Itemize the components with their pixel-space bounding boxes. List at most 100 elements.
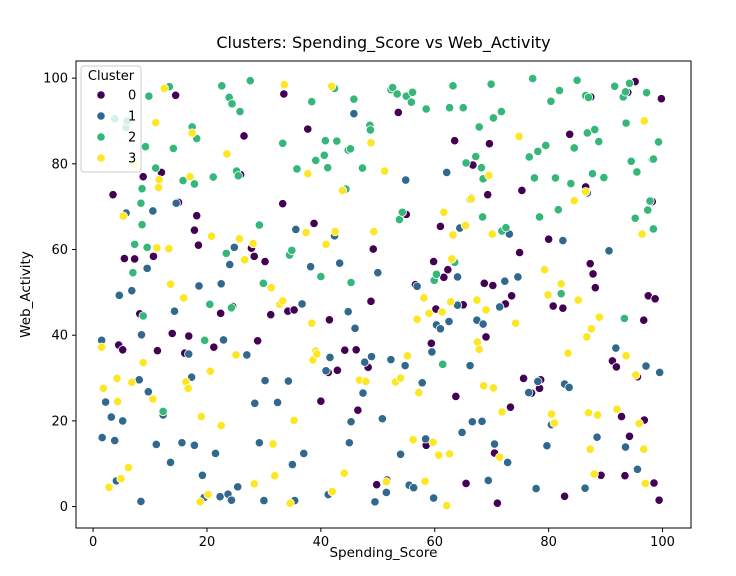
legend-box [80, 65, 142, 173]
legend-marker-1 [96, 111, 106, 121]
cluster-3-point [593, 410, 603, 420]
cluster-2-point [550, 173, 561, 183]
cluster-2-point [533, 146, 543, 156]
cluster-1-point [226, 495, 237, 505]
cluster-3-point [466, 194, 476, 204]
cluster-1-point [151, 439, 161, 450]
cluster-2-point [292, 164, 302, 174]
cluster-1-point [110, 435, 120, 446]
cluster-1-point [136, 330, 147, 340]
cluster-3-point [434, 450, 444, 460]
cluster-0-point [353, 405, 363, 415]
cluster-2-point [142, 242, 152, 252]
cluster-2-point [645, 196, 655, 206]
cluster-1-point [233, 482, 243, 492]
cluster-1-point [218, 335, 229, 345]
cluster-1-point [215, 492, 225, 502]
cluster-3-point [270, 471, 280, 481]
cluster-0-point [558, 303, 568, 313]
cluster-3-point [442, 501, 452, 511]
cluster-3-point [327, 486, 337, 497]
cluster-2-point [226, 303, 237, 313]
cluster-1-point [101, 397, 111, 407]
legend-marker-0 [96, 90, 106, 100]
cluster-2-point [444, 103, 455, 113]
cluster-1-point [229, 242, 239, 252]
cluster-3-point [249, 479, 259, 489]
cluster-0-point [138, 172, 148, 182]
cluster-0-point [351, 345, 361, 355]
cluster-3-point [637, 229, 647, 239]
legend-title: Cluster [88, 69, 135, 84]
cluster-1-point [335, 258, 345, 268]
cluster-0-point [514, 247, 525, 258]
cluster-1-point [189, 440, 200, 450]
cluster-1-point [143, 387, 153, 397]
legend-marker-2 [96, 132, 106, 142]
cluster-3-point [206, 231, 217, 241]
cluster-0-point [639, 315, 649, 325]
cluster-2-point [221, 248, 231, 258]
cluster-0-point [192, 211, 202, 221]
cluster-1-point [477, 416, 487, 426]
y-tick-label: 100 [43, 72, 68, 87]
legend-entries: 0 1 2 3 [96, 89, 136, 167]
cluster-2-point [653, 137, 664, 147]
cluster-3-point [195, 497, 205, 507]
cluster-2-point [556, 289, 566, 299]
cluster-1-point [325, 352, 335, 363]
cluster-2-point [227, 99, 237, 109]
cluster-0-point [372, 480, 382, 490]
cluster-3-point [123, 462, 133, 473]
cluster-2-point [258, 278, 268, 288]
cluster-0-point [548, 301, 558, 311]
cluster-1-point [386, 355, 396, 365]
cluster-2-point [624, 78, 635, 88]
cluster-0-point [518, 373, 529, 384]
cluster-0-point [481, 332, 491, 342]
cluster-2-point [496, 106, 506, 117]
cluster-3-point [631, 370, 641, 380]
cluster-3-point [420, 476, 430, 486]
cluster-1-point [421, 434, 431, 444]
cluster-2-point [501, 223, 511, 233]
cluster-3-point [216, 420, 226, 431]
cluster-2-point [587, 169, 598, 179]
cluster-3-point [487, 229, 497, 239]
cluster-3-point [556, 279, 566, 289]
cluster-3-point [583, 408, 594, 418]
cluster-1-point [580, 483, 590, 493]
cluster-1-point [478, 319, 488, 329]
cluster-2-point [316, 271, 326, 282]
cluster-1-point [531, 483, 541, 494]
cluster-2-point [200, 335, 210, 345]
cluster-2-point [178, 175, 188, 186]
cluster-1-point [254, 438, 264, 448]
cluster-2-point [287, 245, 297, 255]
cluster-3-point [361, 376, 371, 387]
cluster-2-point [630, 213, 640, 223]
cluster-3-point [339, 468, 349, 478]
cluster-2-point [138, 311, 148, 321]
cluster-2-point [349, 94, 359, 104]
cluster-3-point [621, 351, 631, 361]
cluster-3-point [187, 128, 197, 138]
cluster-0-point [148, 251, 159, 261]
cluster-3-point [97, 342, 107, 352]
cluster-2-point [307, 97, 317, 107]
cluster-3-point [412, 314, 422, 324]
cluster-2-point [546, 96, 556, 106]
cluster-0-point [559, 491, 570, 501]
cluster-2-point [594, 136, 604, 147]
x-tick-label: 100 [650, 535, 675, 550]
legend-label-2: 2 [128, 131, 136, 146]
cluster-3-point [185, 172, 195, 182]
cluster-0-point [443, 265, 453, 275]
cluster-2-point [554, 85, 565, 96]
cluster-2-point [619, 313, 629, 324]
cluster-2-point [488, 113, 498, 123]
cluster-0-point [253, 336, 263, 346]
cluster-3-point [563, 348, 573, 358]
cluster-3-point [153, 182, 164, 192]
